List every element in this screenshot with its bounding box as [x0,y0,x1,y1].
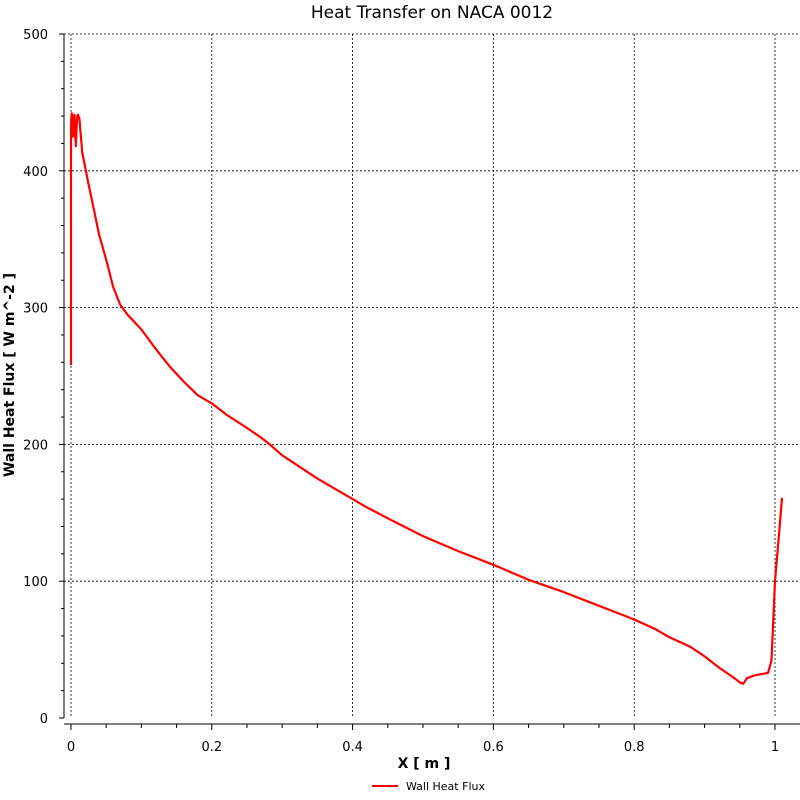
x-tick-label: 0 [67,740,75,755]
x-tick-label: 0.8 [624,740,645,755]
chart-title: Heat Transfer on NACA 0012 [311,3,553,23]
x-axis-ticks: 0 0.2 0.4 0.6 0.8 1 [67,724,779,755]
axes [63,34,800,725]
series-group [69,112,784,685]
grid-lines [64,33,800,718]
series-line-wall-heat-flux [69,112,784,685]
y-tick-label: 400 [23,165,48,180]
y-tick-label: 0 [40,712,48,727]
y-axis-ticks: 0 100 200 300 400 500 [23,28,64,727]
y-tick-label: 500 [23,28,48,43]
x-tick-label: 0.4 [342,740,363,755]
y-tick-label: 300 [23,302,48,317]
x-axis-label: X [ m ] [398,756,451,772]
y-tick-label: 100 [23,575,48,590]
x-tick-label: 0.2 [201,740,222,755]
y-tick-label: 200 [23,438,48,453]
legend-label: Wall Heat Flux [406,780,485,793]
legend[interactable]: Wall Heat Flux [372,780,485,793]
x-tick-label: 1 [771,740,779,755]
y-axis-label: Wall Heat Flux [ W m^-2 ] [2,273,18,477]
x-tick-label: 0.6 [483,740,504,755]
